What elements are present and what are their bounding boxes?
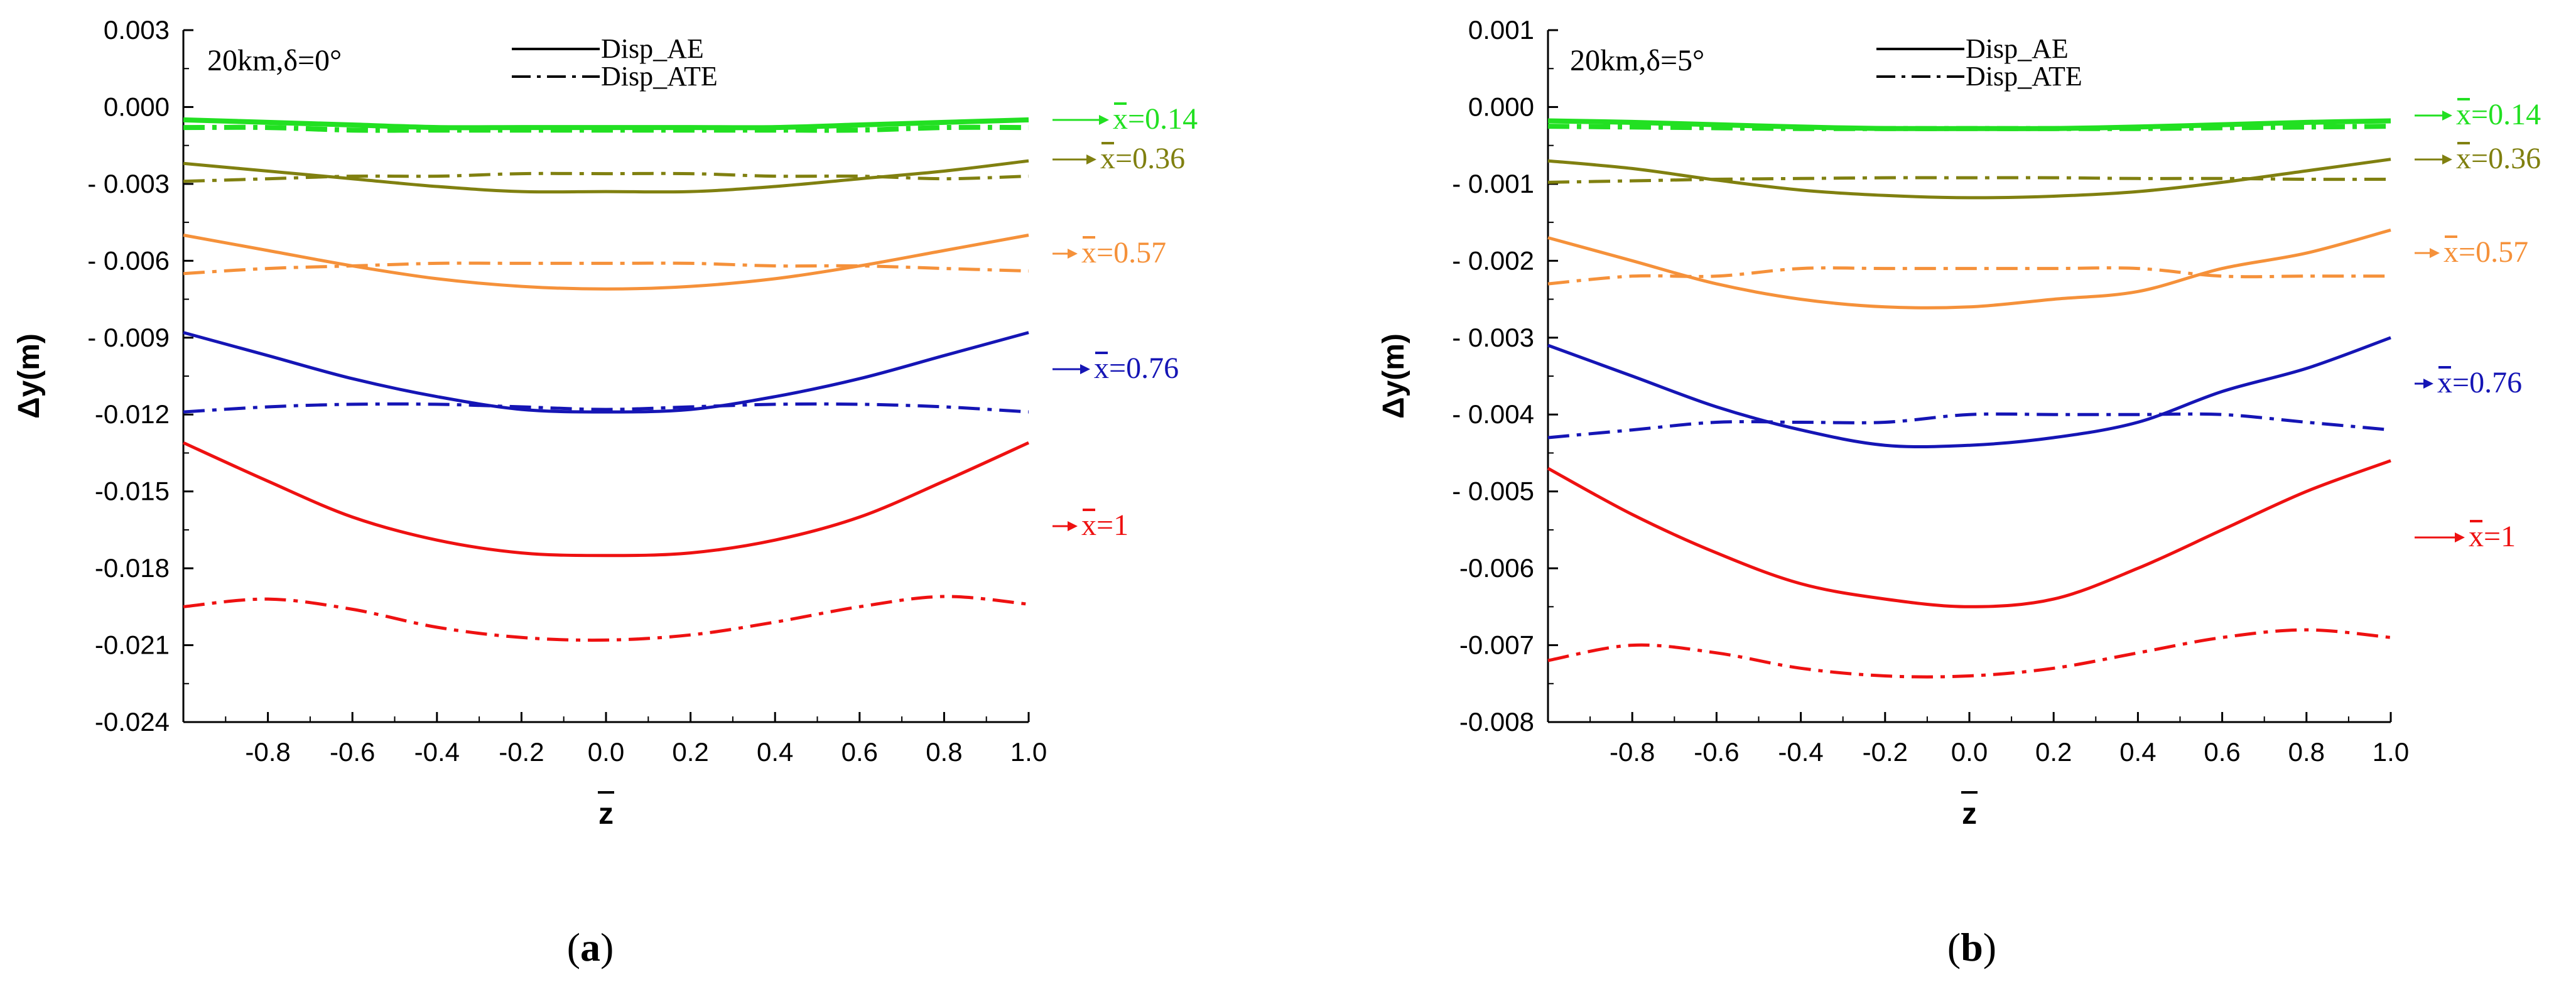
group-label: x=0.36 [1100, 142, 1185, 175]
y-tick-label: -0.006 [1459, 553, 1534, 583]
series-line-ate [183, 595, 1029, 642]
y-tick-label: - 0.009 [87, 323, 170, 352]
legend-label: Disp_ATE [1966, 61, 2082, 92]
y-tick-label: 0.001 [1468, 15, 1534, 45]
y-tick-label: -0.021 [95, 630, 170, 660]
series-line-ate [1547, 176, 2391, 184]
x-tick-label: 0.6 [2204, 737, 2240, 767]
series-line-ae [182, 441, 1030, 558]
y-tick-label: -0.015 [95, 477, 170, 506]
y-tick-label: - 0.004 [1452, 399, 1534, 429]
group-label: x=0.14 [1113, 102, 1198, 136]
series-line-ae [1547, 459, 2391, 608]
y-tick-label: - 0.002 [1452, 246, 1534, 275]
x-tick-label: 0.8 [2288, 737, 2325, 767]
panel-annotation: 20km,δ=5° [1570, 44, 1704, 77]
group-label-arrowhead [1080, 364, 1090, 374]
group-label-arrowhead [1068, 249, 1078, 259]
y-axis-title: Δy(m) [13, 333, 46, 419]
x-tick-label: -0.4 [1778, 737, 1823, 767]
y-tick-label: 0.003 [104, 15, 170, 45]
group-label: x=0.76 [2437, 366, 2522, 399]
series-line-ae [183, 331, 1029, 414]
x-axis-title: z [1962, 797, 1977, 831]
series-line-ate [183, 261, 1029, 276]
series-line-ae [1547, 336, 2391, 449]
group-label-arrowhead [1068, 521, 1078, 531]
group-label: x=0.76 [1094, 352, 1179, 385]
group-label-arrowhead [2442, 111, 2452, 121]
y-tick-label: 0.000 [104, 92, 170, 121]
series-line-ate [1547, 628, 2391, 679]
group-label-arrowhead [1086, 154, 1096, 165]
y-tick-label: - 0.001 [1452, 169, 1534, 198]
group-label: x=0.14 [2456, 98, 2541, 131]
group-label-arrowhead [1099, 115, 1109, 125]
panel-a: 0.003 0.000 - 0.003 - 0.006 - 0.009 -0.012 -0.… [13, 15, 1198, 969]
x-tick-label: -0.6 [1694, 737, 1739, 767]
y-tick-label: -0.024 [95, 707, 170, 736]
panel-caption: (b) [1947, 925, 1996, 969]
y-tick-label: -0.008 [1459, 707, 1534, 736]
legend-label: Disp_ATE [601, 61, 718, 92]
x-tick-label: 0.0 [1951, 737, 1988, 767]
x-tick-label: 0.2 [672, 737, 708, 767]
series-line-ate [183, 402, 1029, 414]
x-tick-label: 0.8 [926, 737, 962, 767]
panel-caption: (a) [567, 925, 614, 969]
series-line-ate [1547, 412, 2391, 440]
y-tick-label: -0.012 [95, 399, 170, 429]
y-tick-label: - 0.006 [87, 246, 170, 275]
series-line-ate [1547, 124, 2391, 131]
legend-label: Disp_AE [601, 33, 704, 64]
series-line-ate [183, 171, 1029, 183]
group-label: x=0.57 [2443, 235, 2528, 269]
x-tick-label: -0.2 [1863, 737, 1908, 767]
group-label-arrowhead [2455, 532, 2465, 542]
series-line-ae [183, 234, 1029, 291]
group-label: x=0.57 [1081, 236, 1166, 269]
series-line-ae [183, 117, 1029, 131]
group-label-arrowhead [2430, 248, 2440, 258]
y-tick-label: -0.007 [1459, 630, 1534, 660]
x-tick-label: 0.4 [757, 737, 793, 767]
y-axis-title: Δy(m) [1377, 333, 1410, 419]
x-tick-label: 0.6 [842, 737, 878, 767]
group-label: x=1 [1081, 509, 1128, 542]
group-label: x=0.36 [2456, 142, 2541, 175]
legend-label: Disp_AE [1966, 33, 2069, 64]
panel-annotation: 20km,δ=0° [207, 44, 342, 77]
x-tick-label: -0.4 [414, 737, 460, 767]
y-tick-label: - 0.005 [1452, 477, 1534, 506]
panel-b: 0.001 0.000 - 0.001 - 0.002 - 0.003 - 0.004 - … [1377, 15, 2541, 969]
group-label-arrowhead [2442, 154, 2452, 165]
x-axis-title: z [598, 797, 614, 831]
group-label-arrowhead [2423, 379, 2433, 389]
series-line-ate [1547, 266, 2391, 286]
x-tick-label: -0.2 [499, 737, 544, 767]
x-tick-label: -0.8 [1610, 737, 1655, 767]
x-tick-label: 1.0 [1010, 737, 1047, 767]
series-line-ate [183, 124, 1029, 133]
y-tick-label: - 0.003 [1452, 323, 1534, 352]
x-tick-label: 0.4 [2119, 737, 2156, 767]
y-tick-label: - 0.003 [87, 169, 170, 198]
y-tick-label: -0.018 [95, 553, 170, 583]
x-tick-label: 0.0 [588, 737, 624, 767]
y-tick-label: 0.000 [1468, 92, 1534, 121]
x-tick-label: 0.2 [2035, 737, 2072, 767]
x-tick-label: -0.6 [330, 737, 375, 767]
x-tick-label: 1.0 [2373, 737, 2409, 767]
x-tick-label: -0.8 [245, 737, 290, 767]
group-label: x=1 [2469, 520, 2516, 553]
